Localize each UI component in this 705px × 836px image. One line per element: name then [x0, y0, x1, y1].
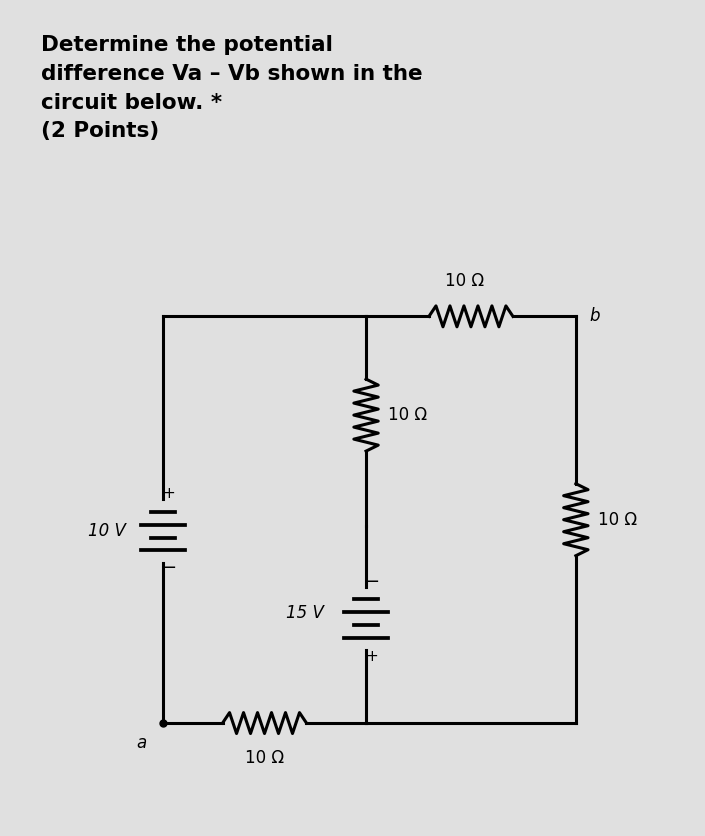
- Text: −: −: [161, 559, 176, 577]
- Text: b: b: [589, 308, 600, 325]
- Text: 10 Ω: 10 Ω: [388, 406, 427, 424]
- Text: +: +: [365, 649, 378, 664]
- Text: −: −: [364, 573, 379, 591]
- Text: 10 Ω: 10 Ω: [445, 273, 484, 290]
- Text: 10 Ω: 10 Ω: [598, 511, 637, 528]
- Text: 10 V: 10 V: [88, 522, 125, 540]
- Text: a: a: [136, 733, 146, 752]
- Text: 15 V: 15 V: [286, 604, 324, 622]
- Text: 10 Ω: 10 Ω: [245, 749, 284, 767]
- Text: +: +: [162, 486, 175, 501]
- Text: Determine the potential
difference Va – Vb shown in the
circuit below. *
(2 Poin: Determine the potential difference Va – …: [41, 35, 423, 141]
